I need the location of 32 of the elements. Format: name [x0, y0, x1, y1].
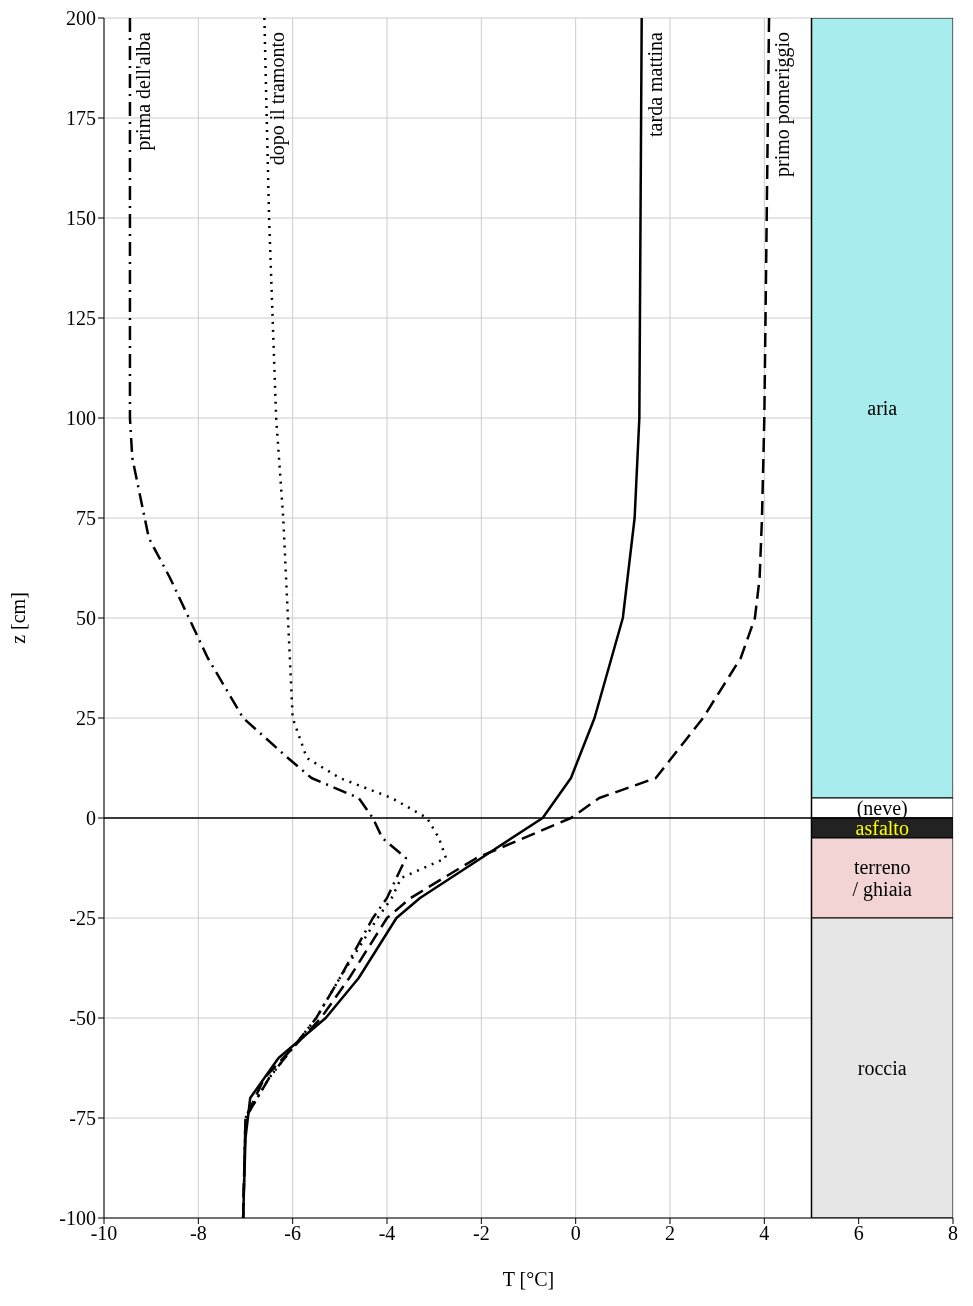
x-tick-label: -6	[284, 1222, 301, 1245]
y-tick-label: -50	[69, 1007, 96, 1030]
x-tick-label: 0	[570, 1222, 581, 1245]
x-tick-label: 2	[665, 1222, 675, 1245]
y-tick-label: 25	[76, 707, 96, 730]
y-tick-label: 125	[66, 307, 96, 330]
y-tick-label: 50	[76, 607, 96, 630]
x-tick-label: 8	[948, 1222, 958, 1245]
text: primo pomeriggio	[771, 32, 795, 177]
band-label: terreno / ghiaia	[852, 856, 913, 901]
y-tick-label: 0	[86, 807, 96, 830]
band-label: (neve)	[856, 797, 908, 820]
text: prima dell'alba	[131, 31, 155, 151]
text: dopo il tramonto	[266, 32, 290, 166]
x-tick-label: -2	[473, 1222, 490, 1245]
y-tick-label: -25	[69, 907, 96, 930]
y-axis-title: z [cm]	[7, 592, 30, 644]
y-tick-label: 150	[66, 207, 96, 230]
y-tick-label: 200	[66, 7, 96, 30]
x-tick-label: -4	[378, 1222, 396, 1245]
band-label: aria	[867, 397, 898, 419]
text: tarda mattina	[643, 31, 666, 137]
band-label: roccia	[857, 1057, 907, 1079]
band-label: asfalto	[855, 817, 909, 839]
x-axis-title: T [°C]	[502, 1268, 555, 1290]
y-tick-label: 175	[66, 107, 96, 130]
y-tick-label: 75	[76, 507, 96, 530]
x-tick-label: 4	[759, 1222, 770, 1245]
x-tick-label: 6	[853, 1222, 864, 1245]
x-tick-label: -8	[190, 1222, 207, 1245]
y-tick-label: -75	[69, 1107, 96, 1130]
y-tick-label: 100	[66, 407, 96, 430]
